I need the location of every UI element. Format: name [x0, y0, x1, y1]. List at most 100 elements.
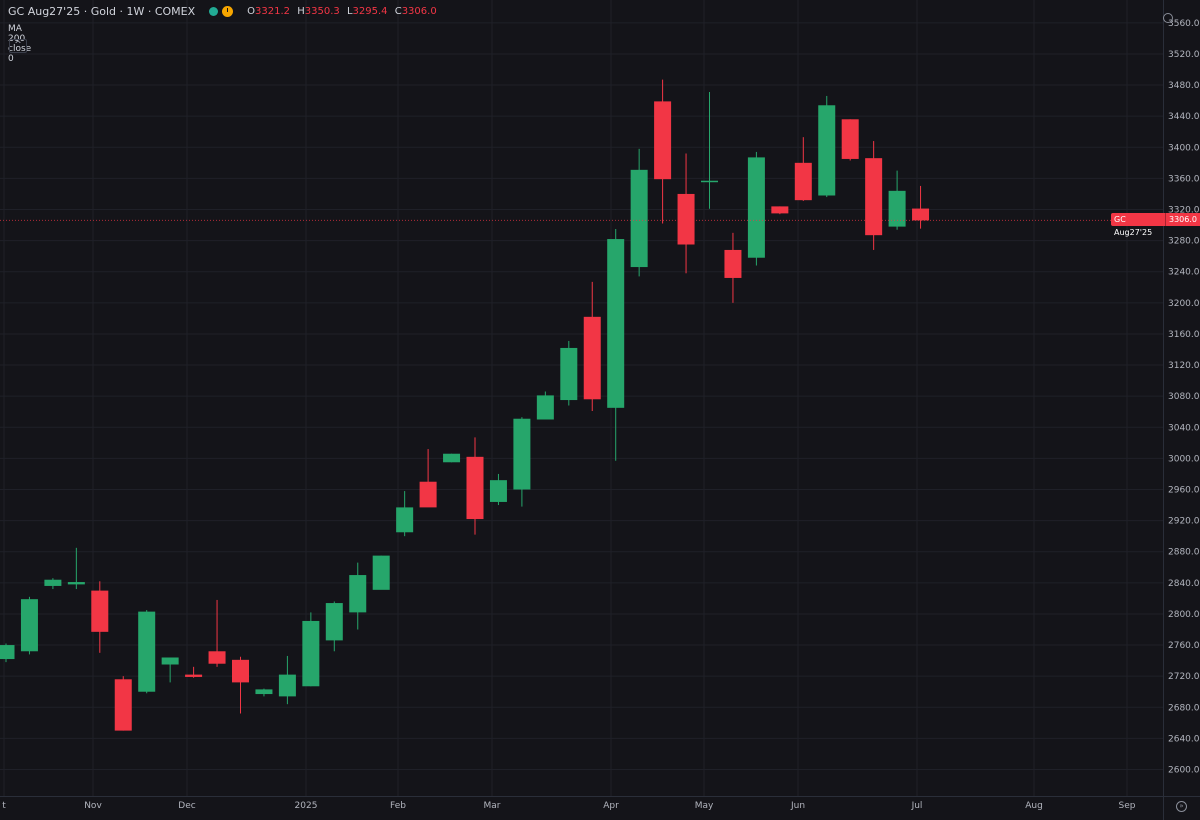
candle-body: [536, 395, 554, 420]
go-to-realtime-icon[interactable]: »: [1176, 801, 1187, 812]
candle: [0, 643, 15, 663]
candle-body: [607, 239, 625, 408]
candle: [114, 676, 132, 731]
candle: [255, 688, 273, 697]
candle: [654, 79, 672, 224]
y-tick-label: 3200.0: [1168, 299, 1200, 309]
y-axis: 2600.0 2640.0 2680.0 2720.0 2760.0 2800.0 2840…: [1168, 19, 1200, 776]
candle-body: [208, 651, 226, 664]
high-value: 3350.3: [304, 6, 340, 17]
price-tag-value: 3306.0: [1165, 213, 1200, 226]
candle: [818, 95, 836, 198]
candle: [138, 610, 156, 694]
y-tick-label: 3440.0: [1168, 112, 1200, 122]
y-tick-label: 3040.0: [1168, 423, 1200, 433]
low-label: L: [346, 6, 353, 17]
y-tick-label: 3520.0: [1168, 50, 1200, 60]
y-tick-label: 3080.0: [1168, 392, 1200, 402]
candle-body: [701, 180, 718, 183]
clock-icon[interactable]: [222, 6, 234, 17]
candle-body: [771, 206, 789, 214]
candle: [349, 562, 367, 630]
candle-body: [67, 582, 85, 585]
candle-body: [185, 674, 203, 677]
candle-body: [255, 689, 273, 695]
candle: [396, 491, 414, 537]
x-tick-label: Aug: [1025, 801, 1043, 811]
candle-body: [91, 590, 109, 632]
y-tick-label: 3120.0: [1168, 361, 1200, 371]
candle-body: [841, 119, 859, 159]
candle-body: [372, 555, 390, 590]
x-tick-label: 2025: [295, 801, 318, 811]
y-tick-label: 3320.0: [1168, 206, 1200, 216]
candle-body: [419, 481, 437, 508]
last-price-tag: GC Aug27'25 3306.0: [1111, 213, 1200, 237]
y-tick-label: 2760.0: [1168, 641, 1200, 651]
open-label: O: [247, 6, 256, 17]
candle-body: [20, 599, 38, 652]
candle: [724, 232, 742, 303]
open-value: 3321.2: [255, 6, 291, 17]
candle-body: [161, 657, 179, 665]
candle-body: [513, 418, 531, 490]
x-tick-label: Apr: [603, 801, 619, 811]
x-tick-label: Jun: [790, 801, 805, 811]
chevron-up-icon[interactable]: ^: [9, 39, 27, 53]
candle-body: [466, 456, 484, 520]
candle-body: [654, 101, 672, 180]
y-tick-label: 2800.0: [1168, 610, 1200, 620]
y-tick-label: 2840.0: [1168, 579, 1200, 589]
candle: [325, 601, 343, 652]
candle: [841, 119, 859, 161]
candle-body: [888, 190, 906, 227]
candle: [302, 612, 320, 687]
market-open-dot-icon: [209, 7, 219, 16]
candle-body: [865, 158, 883, 236]
x-axis: t Nov Dec 2025 Feb Mar Apr May Jun Jul Aug Sep: [2, 801, 1136, 811]
candle: [91, 581, 109, 653]
candle-body: [232, 659, 249, 683]
x-tick-label: Mar: [484, 801, 501, 811]
y-tick-label: 2920.0: [1168, 517, 1200, 527]
x-tick-label: Sep: [1119, 801, 1136, 811]
candle: [583, 281, 601, 411]
candle: [513, 417, 531, 507]
y-tick-label: 3160.0: [1168, 330, 1200, 340]
candle-body: [724, 249, 742, 278]
candle-body: [325, 603, 343, 641]
candle-body: [747, 157, 765, 258]
gear-icon[interactable]: [1163, 13, 1173, 23]
candle-body: [489, 480, 507, 502]
candle-body: [794, 162, 812, 201]
candle-body: [396, 507, 414, 533]
candles: [0, 79, 930, 731]
candle-body: [114, 679, 132, 731]
candle: [372, 555, 390, 590]
candle-body: [630, 169, 648, 268]
candle-body: [138, 611, 156, 692]
candle: [888, 170, 906, 230]
y-tick-label: 3560.0: [1168, 19, 1200, 29]
candle: [466, 437, 484, 535]
candle-body: [0, 645, 15, 660]
symbol-title[interactable]: GC Aug27'25 · Gold · 1W · COMEX: [8, 5, 196, 18]
x-tick-label: May: [695, 801, 714, 811]
x-tick-label: t: [2, 801, 6, 811]
candle-body: [443, 453, 461, 463]
candle-body: [818, 105, 836, 196]
candle: [278, 655, 296, 705]
candle: [185, 666, 203, 678]
y-tick-label: 2680.0: [1168, 703, 1200, 713]
high-label: H: [297, 6, 305, 17]
x-tick-label: Nov: [84, 801, 102, 811]
candle: [747, 151, 765, 266]
low-value: 3295.4: [352, 6, 388, 17]
candle: [701, 92, 718, 209]
candle: [489, 473, 507, 506]
y-tick-label: 2960.0: [1168, 486, 1200, 496]
ohlc-values: O3321.2 H3350.3 L3295.4 C3306.0: [243, 6, 437, 17]
candle-body: [677, 193, 695, 245]
